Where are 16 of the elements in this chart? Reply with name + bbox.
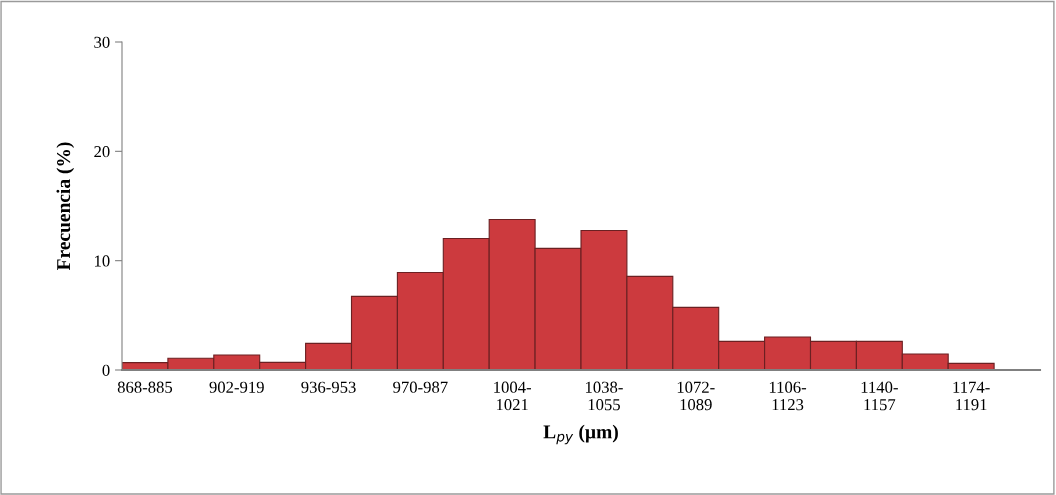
x-axis-title: L$_{py}$ (µm) (543, 424, 618, 445)
y-axis-title: Frecuencia (%) (56, 142, 75, 271)
x-tick-label: 1004- 1021 (494, 381, 531, 411)
x-tick-label: 1140- 1157 (861, 381, 898, 411)
x-tick-label: 1072- 1089 (677, 381, 715, 411)
x-tick-label: 970-987 (393, 381, 448, 393)
y-tick-label: 30 (94, 36, 110, 48)
x-tick-label: 1038- 1055 (585, 381, 623, 411)
y-tick-label: 20 (94, 146, 110, 158)
y-tick-label: 10 (94, 255, 110, 267)
x-tick-label: 902-919 (209, 381, 264, 393)
x-tick-label: 1174- 1191 (953, 381, 990, 411)
y-tick-label: 0 (102, 364, 110, 376)
x-tick-label: 1106- 1123 (769, 381, 807, 411)
x-tick-label: 868-885 (117, 381, 173, 393)
x-tick-label: 936-953 (301, 381, 356, 393)
